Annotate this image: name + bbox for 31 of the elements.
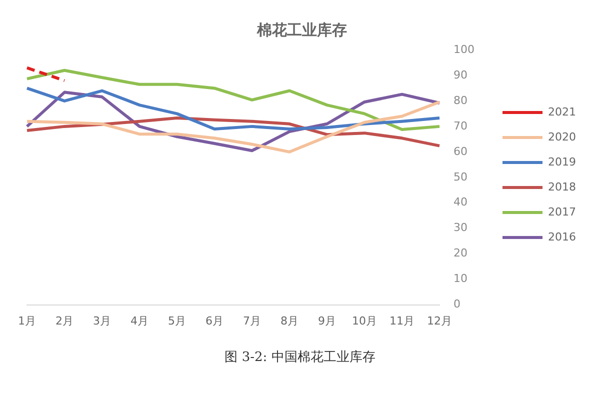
x-tick-label: 2月 [56, 314, 74, 328]
legend-label: 2017 [548, 205, 576, 218]
y-tick-label: 30 [454, 221, 468, 234]
y-tick-label: 50 [454, 170, 468, 184]
y-tick-label: 70 [454, 119, 468, 132]
legend-label: 2020 [548, 130, 576, 144]
x-tick-label: 8月 [280, 314, 299, 328]
x-tick-label: 9月 [318, 314, 336, 328]
x-tick-label: 6月 [206, 314, 224, 328]
x-tick-label: 4月 [130, 314, 148, 328]
caption: 图 3-2: 中国棉花工业库存 [224, 349, 376, 366]
y-tick-label: 0 [454, 298, 461, 311]
y-tick-label: 60 [454, 144, 468, 158]
y-tick-label: 10 [454, 272, 468, 286]
y-tick-label: 80 [454, 94, 468, 107]
x-tick-label: 3月 [93, 314, 111, 328]
x-tick-label: 5月 [168, 314, 186, 328]
legend-label: 2018 [548, 180, 576, 194]
x-tick-label: 11月 [390, 314, 415, 328]
legend-label: 2016 [548, 230, 576, 244]
y-tick-label: 20 [454, 246, 468, 260]
chart-title: 棉花工业库存 [256, 20, 347, 39]
x-tick-label: 10月 [352, 314, 378, 328]
y-tick-label: 40 [454, 196, 468, 209]
x-tick-label: 1月 [18, 314, 36, 328]
y-tick-label: 90 [454, 68, 468, 82]
x-tick-label: 12月 [427, 314, 452, 328]
x-tick-label: 7月 [243, 314, 262, 328]
legend-label: 2021 [548, 105, 576, 118]
y-tick-label: 100 [454, 42, 475, 56]
legend-label: 2019 [548, 155, 576, 168]
